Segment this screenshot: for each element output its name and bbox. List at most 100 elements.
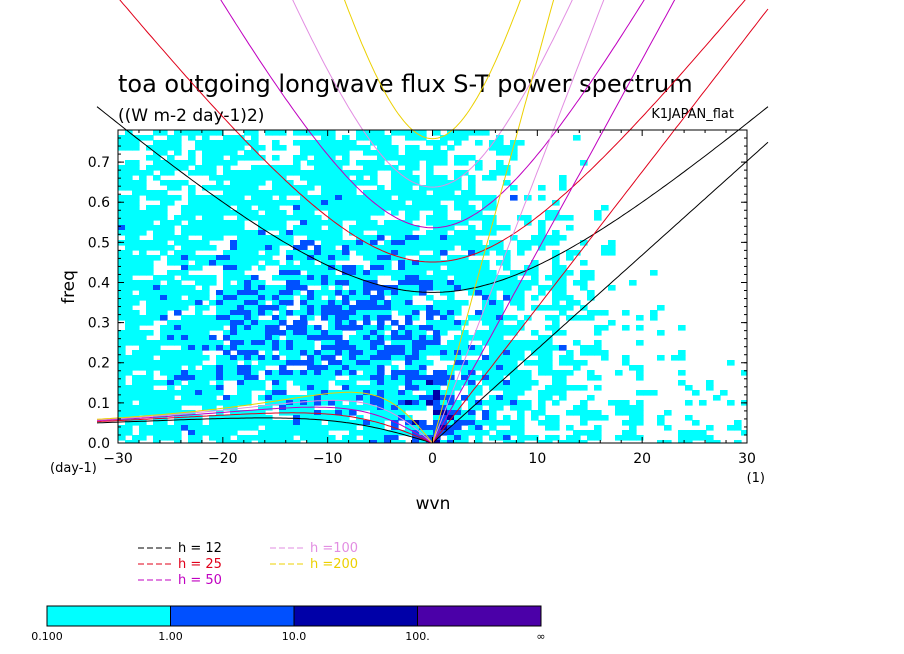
heatmap-cell <box>125 285 133 291</box>
heatmap-cell <box>433 400 441 406</box>
heatmap-cell <box>468 210 476 216</box>
heatmap-cell <box>223 350 231 356</box>
heatmap-cell <box>328 300 336 306</box>
heatmap-cell <box>363 430 371 436</box>
heatmap-cell <box>230 340 238 346</box>
heatmap-cell <box>363 195 371 201</box>
heatmap-cell <box>307 210 315 216</box>
heatmap-cell <box>181 240 189 246</box>
heatmap-cell <box>664 425 672 431</box>
heatmap-cell <box>405 335 413 341</box>
heatmap-cell <box>258 395 266 401</box>
heatmap-cell <box>678 440 686 443</box>
heatmap-cell <box>244 410 252 416</box>
heatmap-cell <box>559 180 567 186</box>
heatmap-cell <box>475 285 483 291</box>
heatmap-cell <box>433 130 441 136</box>
heatmap-cell <box>377 260 385 266</box>
heatmap-cell <box>251 355 259 361</box>
heatmap-cell <box>636 410 644 416</box>
heatmap-cell <box>531 330 539 336</box>
heatmap-cell <box>146 350 154 356</box>
heatmap-cell <box>160 160 168 166</box>
heatmap-cell <box>265 370 273 376</box>
heatmap-cell <box>181 160 189 166</box>
heatmap-cell <box>132 285 140 291</box>
heatmap-cell <box>251 375 259 381</box>
heatmap-cell <box>342 240 350 246</box>
heatmap-cell <box>223 290 231 296</box>
heatmap-cell <box>363 385 371 391</box>
heatmap-cell <box>265 290 273 296</box>
heatmap-cell <box>510 345 518 351</box>
heatmap-cell <box>447 340 455 346</box>
heatmap-cell <box>440 210 448 216</box>
heatmap-cell <box>167 220 175 226</box>
heatmap-cell <box>377 295 385 301</box>
heatmap-cell <box>132 380 140 386</box>
heatmap-cell <box>363 160 371 166</box>
heatmap-cell <box>531 270 539 276</box>
heatmap-cell <box>307 430 315 436</box>
heatmap-cell <box>398 260 406 266</box>
heatmap-cell <box>272 435 280 441</box>
heatmap-cell <box>335 395 343 401</box>
heatmap-cell <box>181 375 189 381</box>
heatmap-cell <box>328 365 336 371</box>
heatmap-cell <box>503 355 511 361</box>
heatmap-cell <box>174 310 182 316</box>
heatmap-cell <box>363 370 371 376</box>
heatmap-cell <box>279 190 287 196</box>
heatmap-cell <box>174 340 182 346</box>
heatmap-cell <box>132 410 140 416</box>
heatmap-cell <box>377 340 385 346</box>
heatmap-cell <box>300 435 308 441</box>
heatmap-cell <box>349 350 357 356</box>
x-axis-label: wvn <box>416 494 451 514</box>
heatmap-cell <box>468 240 476 246</box>
heatmap-cell <box>167 365 175 371</box>
heatmap-cell <box>167 225 175 231</box>
heatmap-cell <box>279 320 287 326</box>
heatmap-cell <box>272 380 280 386</box>
heatmap-cell <box>608 320 616 326</box>
heatmap-cell <box>440 190 448 196</box>
heatmap-cell <box>328 420 336 426</box>
heatmap-cell <box>363 295 371 301</box>
heatmap-cell <box>237 285 245 291</box>
heatmap-cell <box>342 415 350 421</box>
heatmap-cell <box>300 170 308 176</box>
heatmap-cell <box>468 370 476 376</box>
heatmap-cell <box>384 200 392 206</box>
heatmap-cell <box>181 130 189 136</box>
heatmap-cell <box>468 185 476 191</box>
heatmap-cell <box>272 290 280 296</box>
heatmap-cell <box>412 265 420 271</box>
heatmap-cell <box>118 410 126 416</box>
heatmap-cell <box>139 260 147 266</box>
heatmap-cell <box>125 340 133 346</box>
heatmap-cell <box>139 430 147 436</box>
heatmap-cell <box>559 345 567 351</box>
heatmap-cell <box>202 320 210 326</box>
chart-subtitle: ((W m-2 day-1)2) <box>118 106 264 126</box>
heatmap-cell <box>349 185 357 191</box>
heatmap-cell <box>398 175 406 181</box>
heatmap-cell <box>181 250 189 256</box>
heatmap-cell <box>335 225 343 231</box>
heatmap-cell <box>335 205 343 211</box>
heatmap-cell <box>251 230 259 236</box>
heatmap-cell <box>398 395 406 401</box>
heatmap-cell <box>188 255 196 261</box>
heatmap-cell <box>419 385 427 391</box>
heatmap-cell <box>370 205 378 211</box>
heatmap-cell <box>139 315 147 321</box>
heatmap-cell <box>272 440 280 443</box>
heatmap-cell <box>188 230 196 236</box>
heatmap-cell <box>174 425 182 431</box>
heatmap-cell <box>468 375 476 381</box>
heatmap-cell <box>153 395 161 401</box>
heatmap-cell <box>307 400 315 406</box>
heatmap-cell <box>174 365 182 371</box>
heatmap-cell <box>314 380 322 386</box>
